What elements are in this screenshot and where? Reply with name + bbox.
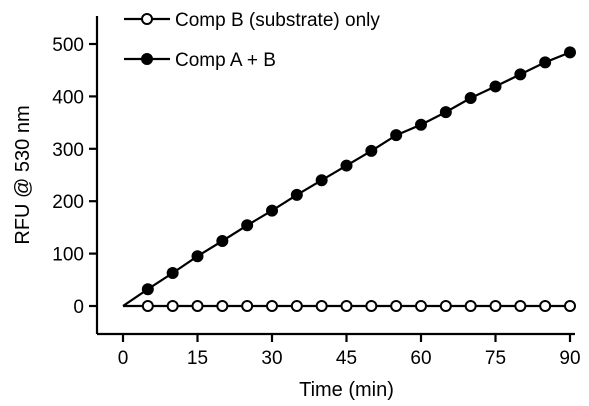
y-ticks: 0 100 200 300 400 500 (52, 35, 97, 318)
series-line-comp-a-b (122, 51, 571, 307)
data-point-substrate-only (191, 300, 204, 312)
data-point-comp-a-b (564, 46, 576, 59)
x-tick-label: 30 (261, 348, 282, 369)
data-point-comp-a-b (266, 204, 278, 217)
data-point-comp-a-b (464, 91, 477, 104)
data-point-comp-a-b (191, 250, 204, 263)
y-tick-label: 500 (52, 35, 84, 56)
data-point-comp-a-b (439, 106, 452, 119)
data-point-substrate-only (564, 300, 576, 312)
data-point-substrate-only (266, 300, 278, 312)
legend-marker-filled-circle (141, 53, 153, 65)
data-point-comp-a-b (390, 129, 403, 142)
x-tick-label: 15 (187, 348, 208, 369)
y-tick-label: 0 (73, 297, 84, 318)
data-point-substrate-only (141, 300, 154, 312)
data-point-substrate-only (365, 300, 378, 312)
y-tick-label: 400 (52, 87, 84, 108)
data-point-comp-a-b (415, 118, 427, 131)
data-point-comp-a-b (241, 219, 254, 232)
data-point-comp-a-b (141, 283, 154, 296)
y-tick-label: 100 (52, 245, 84, 266)
x-tick-label: 75 (485, 348, 506, 369)
legend-label-comp-a-b: Comp A + B (175, 50, 276, 71)
y-tick-label: 300 (52, 140, 84, 161)
data-point-comp-a-b (340, 159, 353, 172)
data-point-substrate-only (415, 300, 427, 312)
data-point-comp-a-b (539, 56, 552, 69)
data-point-substrate-only (539, 300, 552, 312)
data-point-substrate-only (464, 300, 477, 312)
x-tick-label: 60 (410, 348, 431, 369)
legend-item-substrate-only: Comp B (substrate) only (124, 10, 380, 31)
data-point-comp-a-b (489, 80, 502, 93)
data-point-comp-a-b (514, 68, 527, 81)
data-point-substrate-only (241, 300, 254, 312)
y-tick-label: 200 (52, 192, 84, 213)
data-point-comp-a-b (290, 188, 303, 201)
data-point-substrate-only (390, 300, 403, 312)
y-axis-title: RFU @ 530 nm (12, 105, 34, 244)
data-point-comp-a-b (166, 266, 179, 279)
data-point-substrate-only (514, 300, 527, 312)
data-point-substrate-only (166, 300, 179, 312)
data-point-substrate-only (216, 300, 229, 312)
x-tick-label: 45 (336, 348, 357, 369)
data-point-comp-a-b (216, 235, 229, 248)
data-point-substrate-only (315, 300, 328, 312)
legend-marker-open-circle (141, 13, 153, 25)
data-point-substrate-only (290, 300, 303, 312)
data-point-comp-a-b (365, 144, 378, 157)
x-tick-label: 0 (118, 348, 129, 369)
data-point-substrate-only (340, 300, 353, 312)
data-point-substrate-only (439, 300, 452, 312)
x-axis-title: Time (min) (299, 379, 394, 401)
x-tick-label: 90 (559, 348, 580, 369)
data-point-substrate-only (489, 300, 502, 312)
x-ticks: 0 15 30 45 60 75 90 (118, 334, 581, 369)
series-layer (122, 46, 576, 312)
legend-label-substrate-only: Comp B (substrate) only (175, 10, 380, 31)
data-point-comp-a-b (315, 174, 328, 187)
legend: Comp B (substrate) only Comp A + B (124, 10, 380, 71)
axes (95, 16, 575, 336)
legend-item-comp-a-b: Comp A + B (124, 50, 276, 71)
